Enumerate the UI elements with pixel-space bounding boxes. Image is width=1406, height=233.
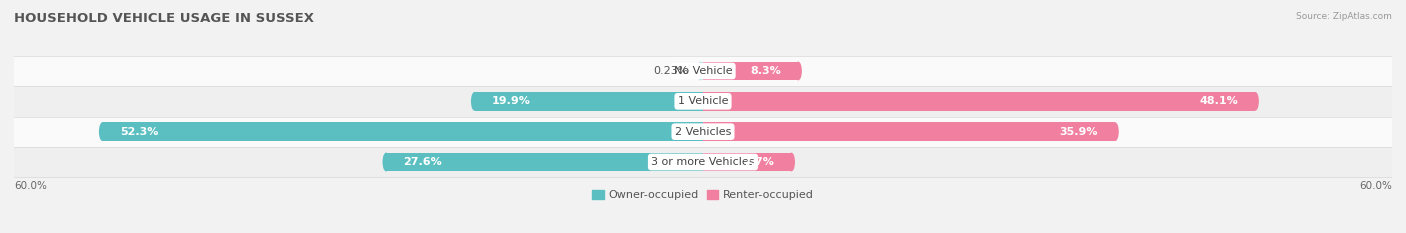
Circle shape: [1251, 92, 1258, 111]
Bar: [14, 147, 1392, 177]
Text: HOUSEHOLD VEHICLE USAGE IN SUSSEX: HOUSEHOLD VEHICLE USAGE IN SUSSEX: [14, 12, 314, 25]
Text: 7.7%: 7.7%: [744, 157, 775, 167]
Text: 2 Vehicles: 2 Vehicles: [675, 127, 731, 137]
Circle shape: [471, 92, 478, 111]
Bar: [700, 62, 703, 80]
Text: 8.3%: 8.3%: [751, 66, 782, 76]
Text: Source: ZipAtlas.com: Source: ZipAtlas.com: [1296, 12, 1392, 21]
Text: 19.9%: 19.9%: [492, 96, 530, 106]
Text: 0.23%: 0.23%: [654, 66, 689, 76]
Text: 52.3%: 52.3%: [120, 127, 157, 137]
Text: No Vehicle: No Vehicle: [673, 66, 733, 76]
Text: 1 Vehicle: 1 Vehicle: [678, 96, 728, 106]
Circle shape: [787, 153, 794, 171]
Bar: [14, 116, 1392, 147]
Legend: Owner-occupied, Renter-occupied: Owner-occupied, Renter-occupied: [588, 186, 818, 205]
Bar: [387, 153, 703, 171]
Bar: [14, 56, 1392, 86]
Text: 60.0%: 60.0%: [14, 181, 46, 191]
Bar: [703, 62, 799, 80]
Text: 48.1%: 48.1%: [1199, 96, 1239, 106]
Bar: [703, 92, 1256, 111]
Bar: [703, 153, 792, 171]
Text: 3 or more Vehicles: 3 or more Vehicles: [651, 157, 755, 167]
Circle shape: [98, 122, 105, 141]
Circle shape: [1112, 122, 1119, 141]
Bar: [103, 122, 703, 141]
Text: 35.9%: 35.9%: [1060, 127, 1098, 137]
Bar: [14, 86, 1392, 116]
Bar: [474, 92, 703, 111]
Bar: [703, 122, 1115, 141]
Text: 27.6%: 27.6%: [404, 157, 441, 167]
Circle shape: [382, 153, 389, 171]
Circle shape: [794, 62, 801, 80]
Circle shape: [697, 62, 704, 80]
Text: 60.0%: 60.0%: [1360, 181, 1392, 191]
